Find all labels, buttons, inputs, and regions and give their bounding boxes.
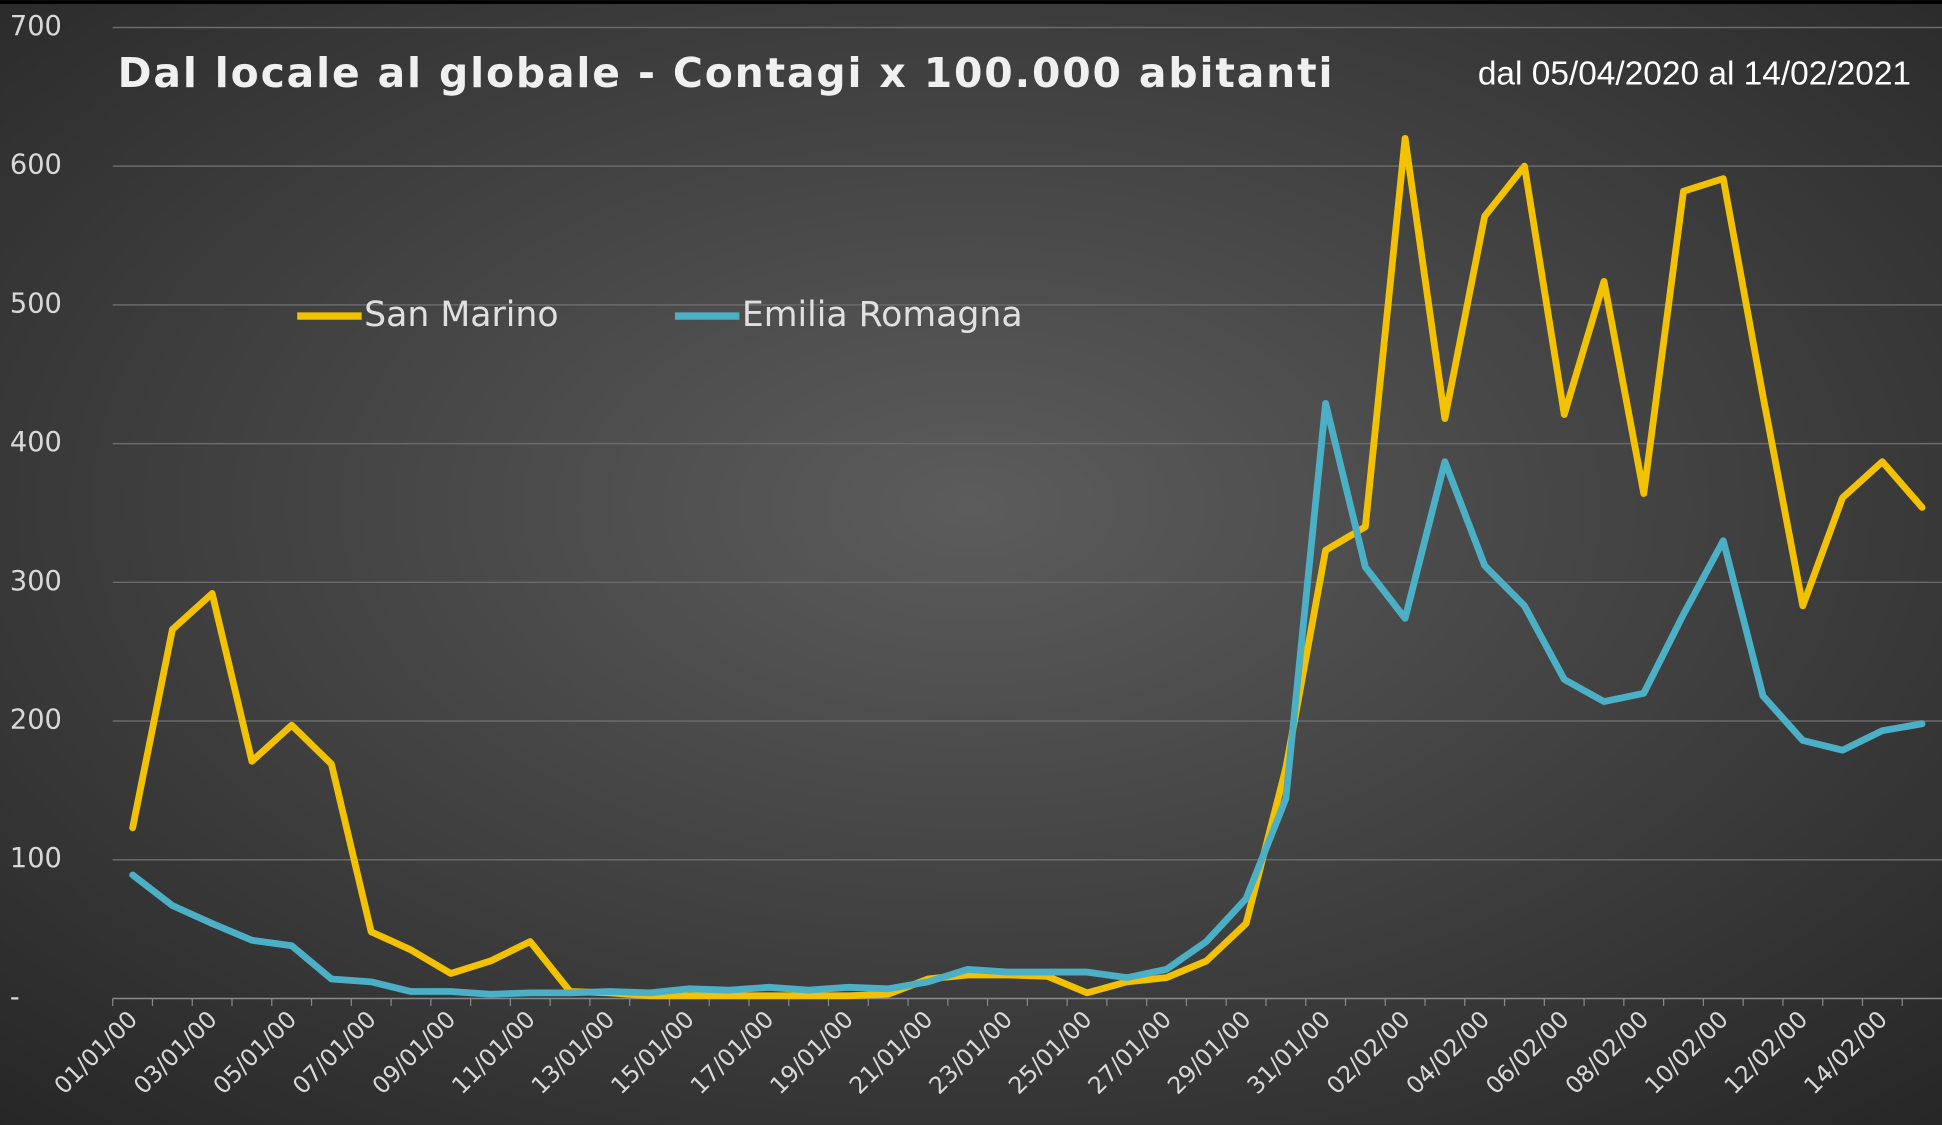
chart-title: Dal locale al globale - Contagi x 100.00…	[118, 49, 1335, 97]
y-tick-label: 200	[10, 705, 62, 736]
legend-label: San Marino	[364, 295, 558, 335]
y-tick-label: 600	[10, 150, 62, 181]
series-line	[129, 135, 1926, 1000]
y-tick-label: 700	[10, 11, 62, 42]
y-tick-label: -	[10, 982, 20, 1013]
y-tick-label: 400	[10, 427, 62, 458]
top-border	[0, 0, 1942, 4]
y-tick-label: 100	[10, 843, 62, 874]
chart-subtitle: dal 05/04/2020 al 14/02/2021	[1478, 55, 1911, 92]
y-tick-label: 500	[10, 288, 62, 319]
legend-label: Emilia Romagna	[742, 295, 1023, 335]
series-line	[129, 399, 1926, 998]
y-tick-label: 300	[10, 566, 62, 597]
